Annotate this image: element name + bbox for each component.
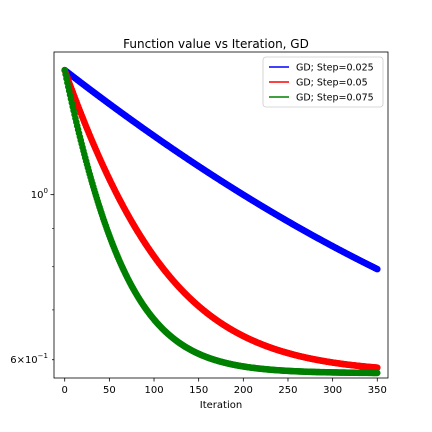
x-axis-label: Iteration — [200, 400, 242, 411]
series-2 — [61, 66, 381, 377]
x-tick-label: 150 — [189, 385, 208, 396]
x-tick-label: 300 — [323, 385, 342, 396]
x-tick-label: 0 — [62, 385, 68, 396]
chart-title: Function value vs Iteration, GD — [123, 37, 309, 51]
x-tick-label: 250 — [278, 385, 297, 396]
y-tick-label: 6×10−1 — [10, 352, 48, 366]
legend-box — [262, 56, 384, 108]
x-tick-label: 200 — [234, 385, 253, 396]
series-line — [63, 70, 378, 374]
x-tick-label: 50 — [103, 385, 116, 396]
x-tick-label: 100 — [144, 385, 163, 396]
series-0 — [61, 66, 381, 273]
legend-entry: GD; Step=0.075 — [296, 93, 374, 104]
series-1 — [61, 66, 381, 371]
data-point — [373, 369, 381, 377]
plot-area — [61, 66, 381, 377]
legend: GD; Step=0.025 GD; Step=0.05 GD; Step=0.07… — [262, 56, 384, 108]
data-point — [373, 265, 381, 273]
axes-frame — [53, 51, 389, 379]
legend-entry: GD; Step=0.05 — [296, 78, 368, 89]
y-axis: 100 6×10−1 — [10, 187, 54, 366]
data-point — [373, 364, 381, 371]
x-axis: 0 50 100 150 200 250 300 350 — [62, 378, 387, 396]
y-tick-label: 100 — [31, 187, 48, 201]
x-tick-label: 350 — [368, 385, 387, 396]
legend-entry: GD; Step=0.025 — [296, 63, 374, 74]
